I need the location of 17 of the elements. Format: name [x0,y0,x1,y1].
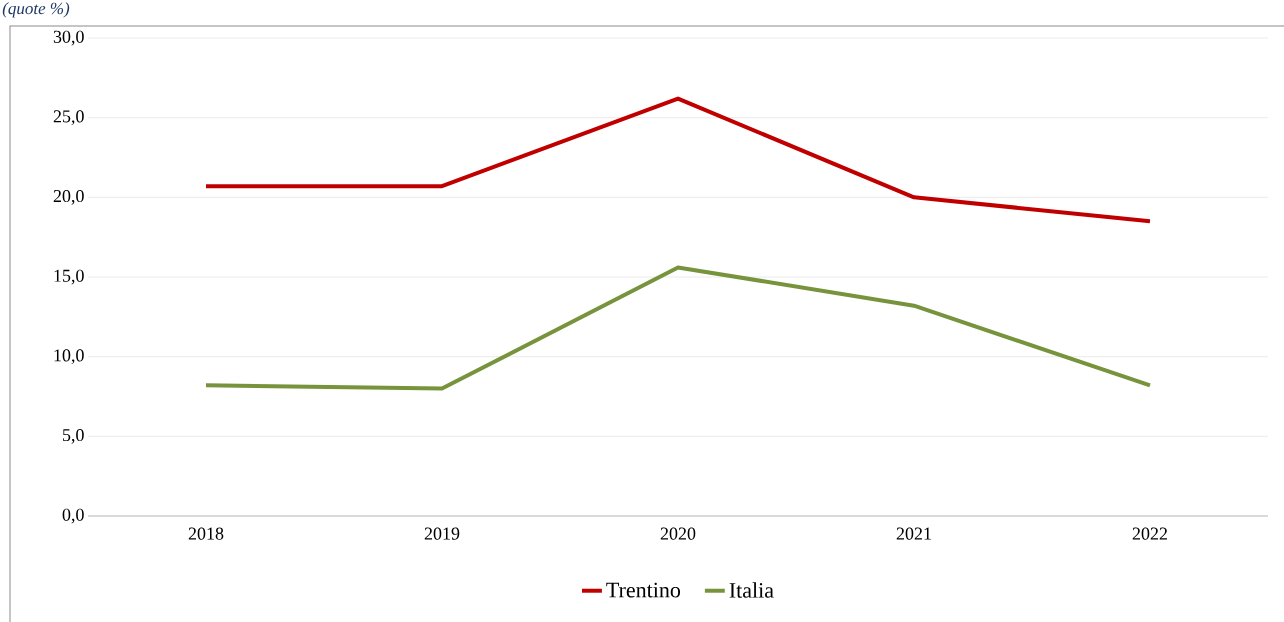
legend-label: Italia [729,582,774,598]
chart-subtitle: (quote %) [2,2,70,18]
x-tick-label: 2019 [424,527,460,540]
y-tick-label: 25,0 [53,110,84,126]
y-tick-label: 0,0 [62,508,84,524]
x-tick-label: 2020 [660,527,696,540]
x-tick-label: 2021 [896,527,931,540]
y-tick-label: 15,0 [54,269,84,285]
y-tick-label: 5,0 [63,428,84,444]
y-tick-label: 10,0 [54,349,84,365]
x-tick-label: 2018 [188,527,224,540]
line-series [204,96,1152,224]
x-tick-label: 2022 [1132,527,1167,540]
legend-label: Trentino [606,582,681,598]
y-tick-label: 20,0 [53,189,84,205]
y-tick-label: 30,0 [53,30,84,46]
line-series [204,265,1152,391]
